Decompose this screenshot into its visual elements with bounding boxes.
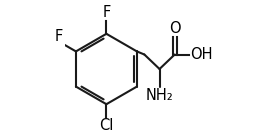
Text: OH: OH: [190, 47, 212, 62]
Text: F: F: [102, 5, 110, 20]
Text: Cl: Cl: [99, 118, 114, 133]
Text: O: O: [169, 21, 181, 36]
Text: NH₂: NH₂: [146, 88, 173, 103]
Text: F: F: [55, 29, 63, 44]
